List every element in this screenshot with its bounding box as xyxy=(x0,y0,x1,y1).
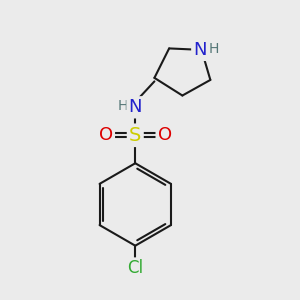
Text: S: S xyxy=(129,126,142,145)
Text: O: O xyxy=(99,126,113,144)
Text: H: H xyxy=(118,99,128,113)
Text: O: O xyxy=(158,126,172,144)
Text: H: H xyxy=(209,42,219,56)
Text: N: N xyxy=(128,98,142,116)
Text: Cl: Cl xyxy=(127,260,143,278)
Text: N: N xyxy=(193,41,207,59)
